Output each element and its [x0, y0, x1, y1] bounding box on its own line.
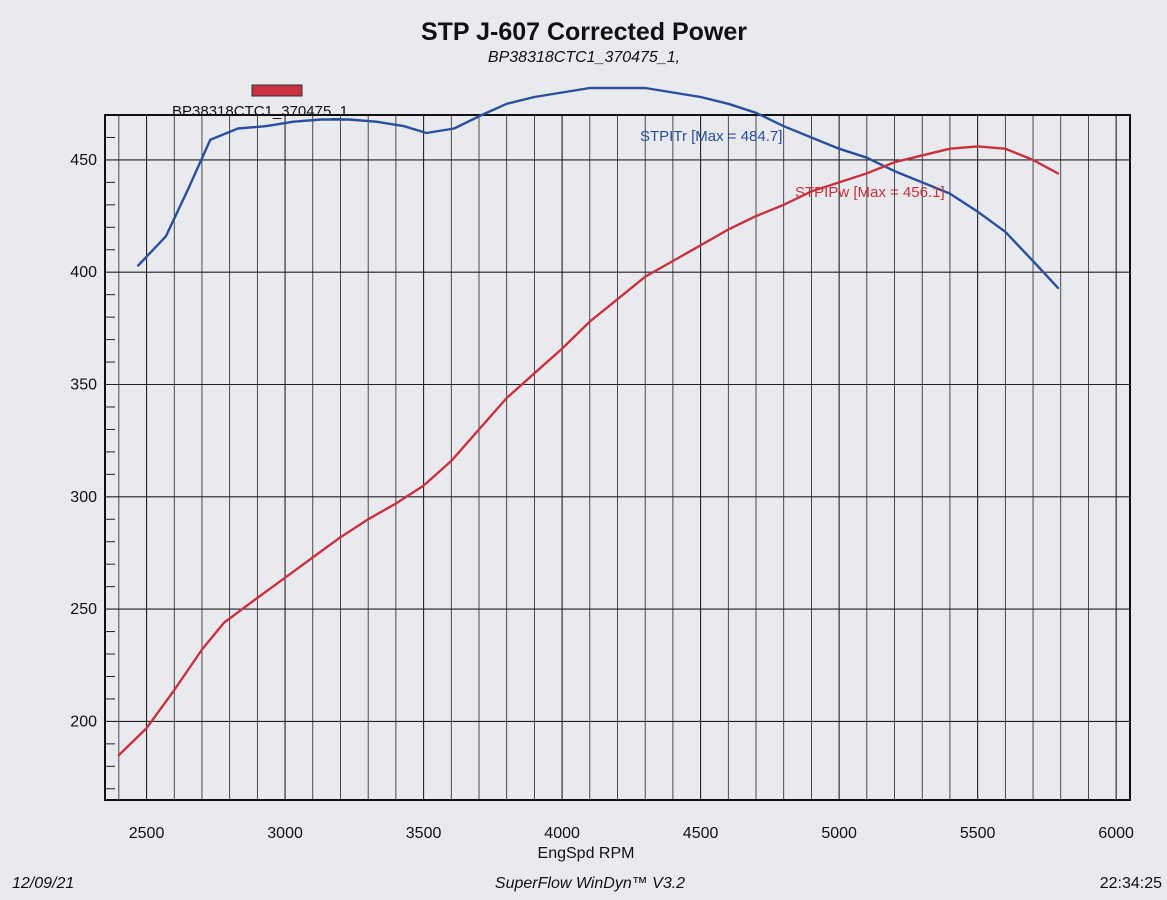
x-tick-label: 4500	[683, 825, 719, 842]
legend-label: BP38318CTC1_370475_1	[172, 103, 348, 120]
y-tick-label: 200	[70, 713, 97, 730]
x-tick-label: 5500	[960, 825, 996, 842]
x-tick-label: 4000	[544, 825, 580, 842]
y-tick-label: 450	[70, 152, 97, 169]
series-line-stpipw	[117, 145, 1060, 757]
legend-swatch	[251, 84, 303, 97]
plot-frame	[104, 114, 1131, 801]
x-tick-label: 3500	[406, 825, 442, 842]
footer-software: SuperFlow WinDyn™ V3.2	[495, 875, 685, 892]
series-label-stpitr: STPITr [Max = 484.7]	[640, 128, 782, 145]
y-tick-label: 250	[70, 601, 97, 618]
x-tick-label: 3000	[267, 825, 303, 842]
footer-date: 12/09/21	[12, 875, 74, 892]
y-tick-label: 350	[70, 377, 97, 394]
x-tick-label: 5000	[821, 825, 857, 842]
series-label-stpipw: STPIPw [Max = 456.1]	[795, 184, 945, 201]
minor-grid	[105, 114, 1089, 800]
series-line-stpitr	[136, 86, 1060, 290]
y-tick-label: 400	[70, 264, 97, 281]
chart-subtitle: BP38318CTC1_370475_1,	[488, 49, 680, 66]
chart-title: STP J-607 Corrected Power	[421, 18, 747, 46]
y-tick-labels: 200 250 300 350 400 450	[70, 152, 97, 730]
x-tick-label: 2500	[129, 825, 165, 842]
major-grid	[105, 115, 1130, 800]
x-tick-label: 6000	[1098, 825, 1134, 842]
y-tick-label: 300	[70, 489, 97, 506]
series-layer	[117, 86, 1060, 757]
footer-time: 22:34:25	[1100, 875, 1162, 892]
x-axis-label: EngSpd RPM	[538, 845, 635, 862]
x-tick-labels: 2500 3000 3500 4000 4500 5000 5500 6000	[129, 825, 1134, 842]
